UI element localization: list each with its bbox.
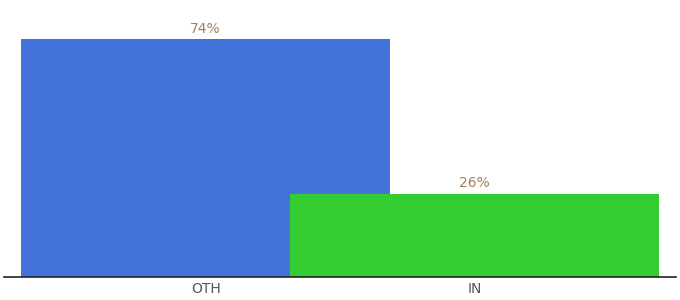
Text: 26%: 26%	[459, 176, 490, 190]
Bar	[21, 40, 390, 277]
Text: 74%: 74%	[190, 22, 221, 36]
Bar	[290, 194, 659, 277]
